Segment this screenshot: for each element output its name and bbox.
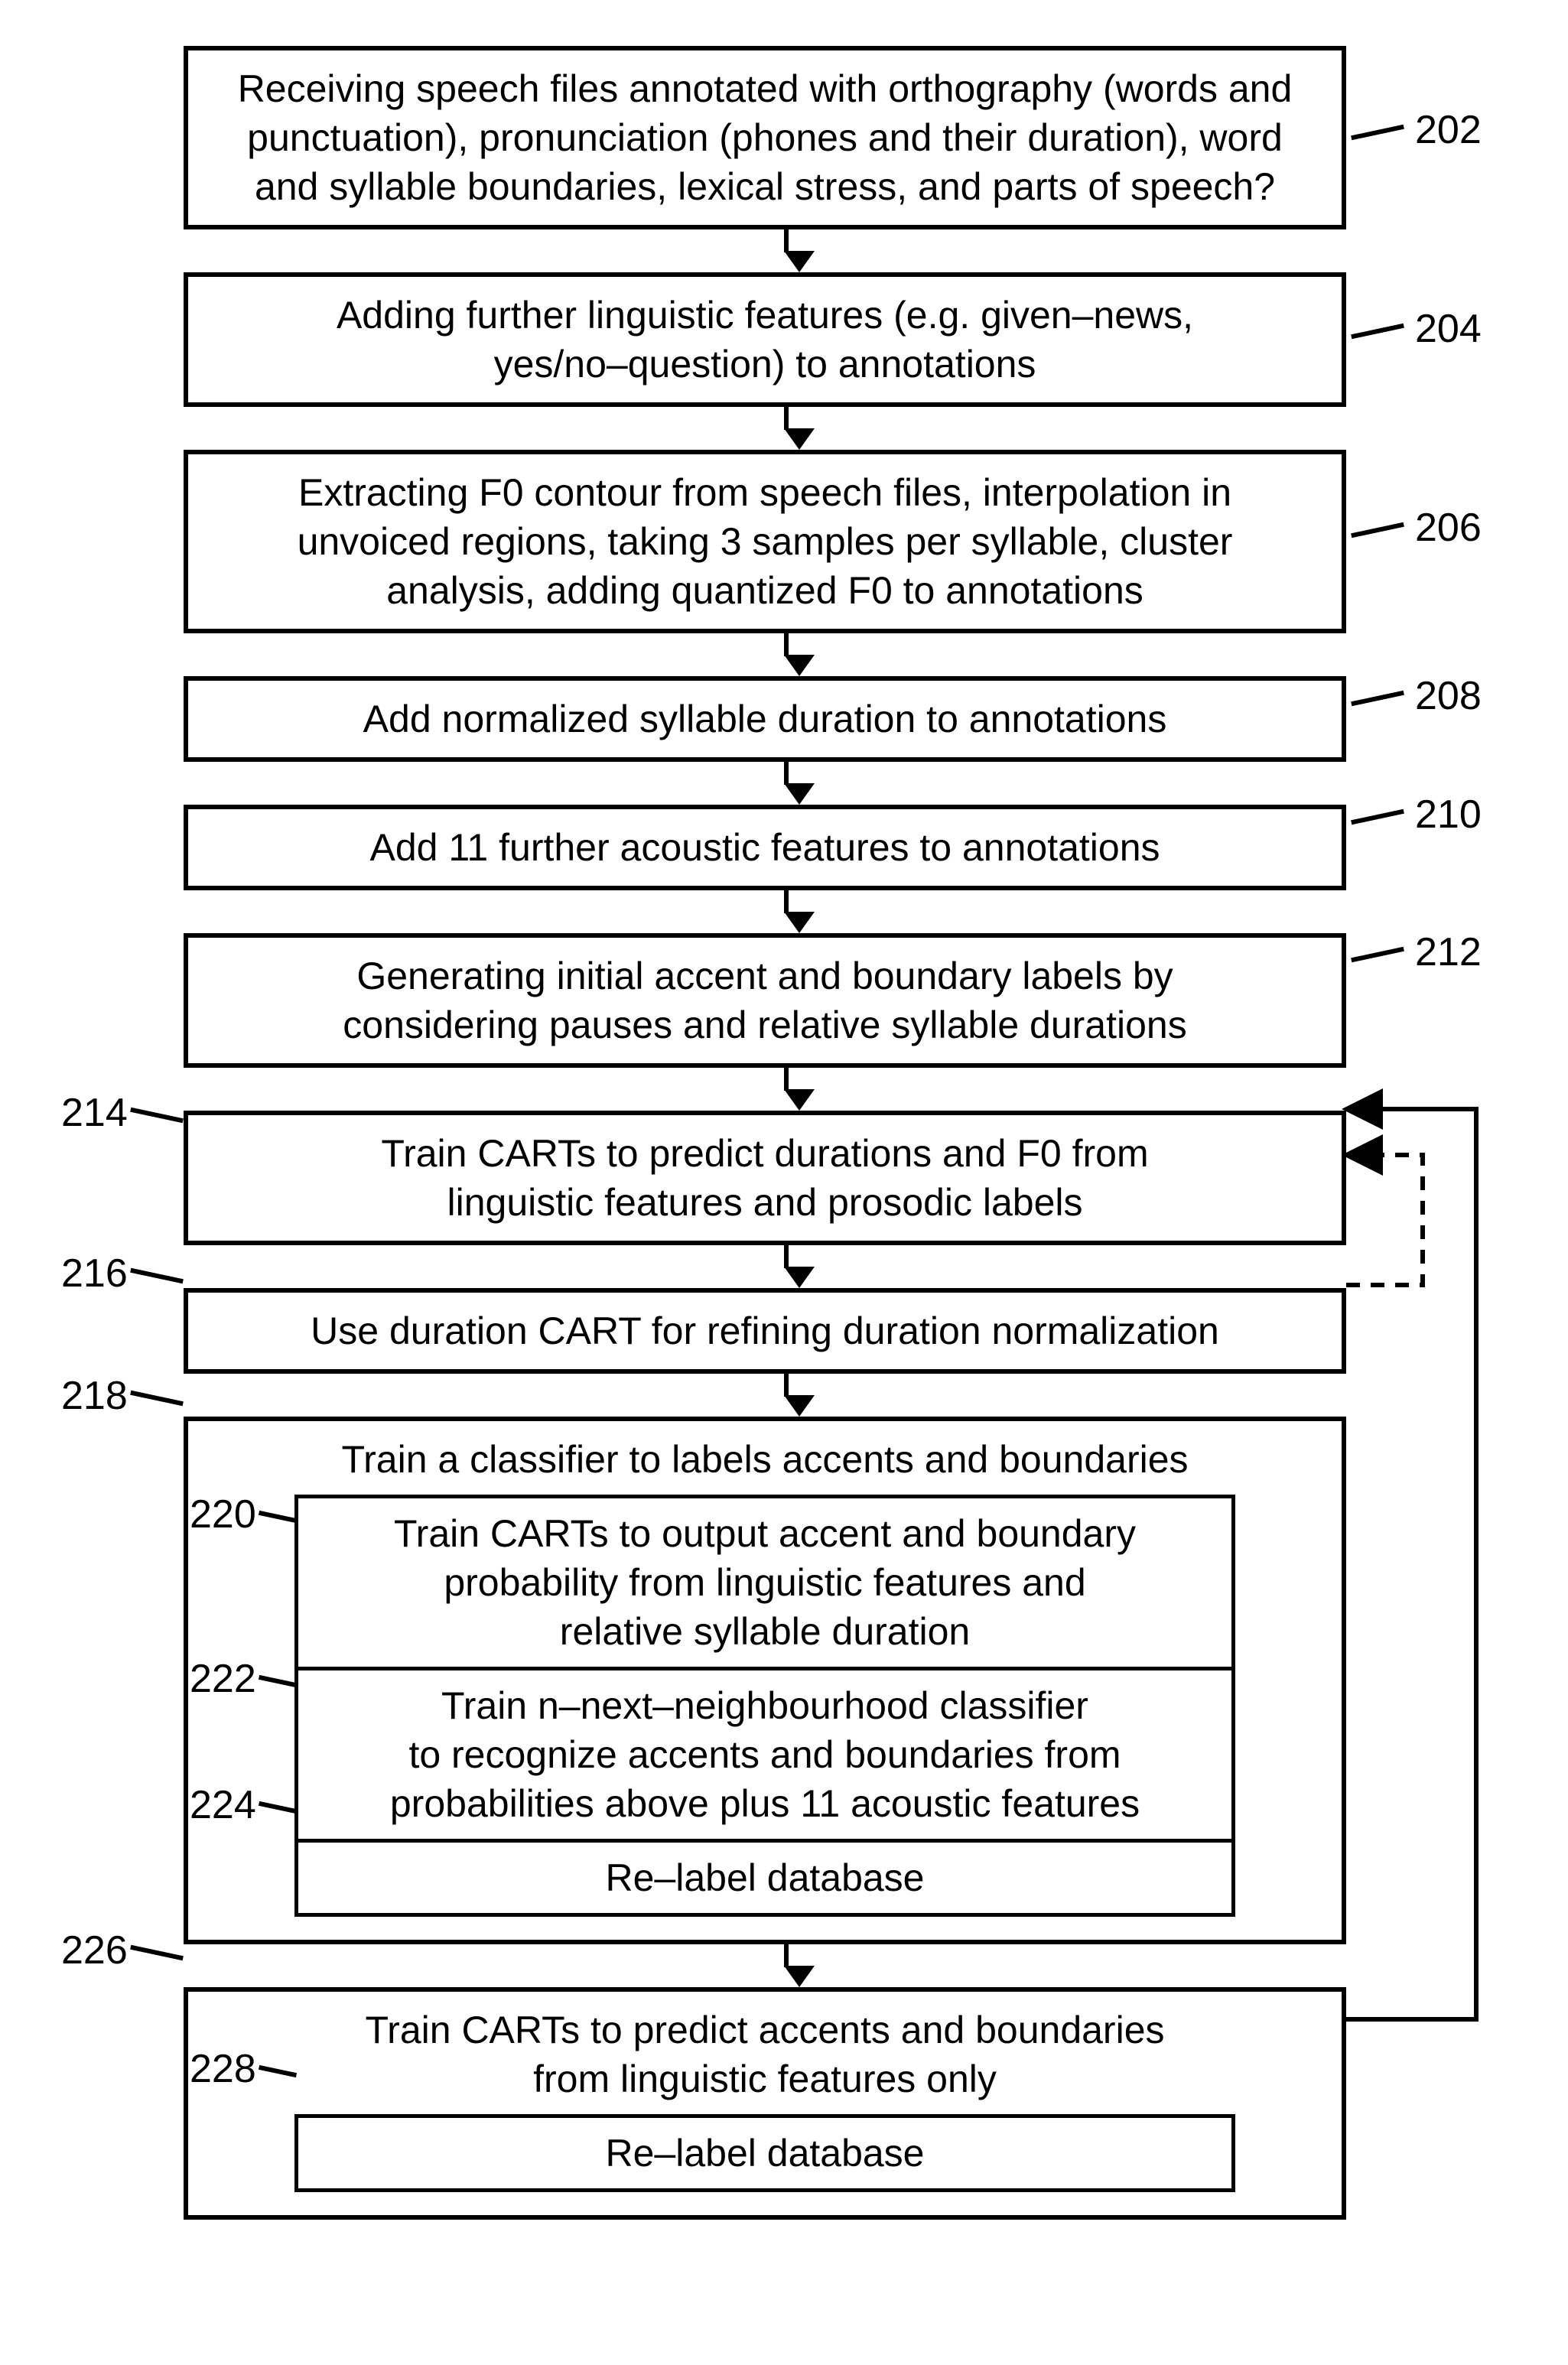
step-214: Train CARTs to predict durations and F0 … bbox=[184, 1111, 1346, 1245]
text-line: Train CARTs to predict durations and F0 … bbox=[211, 1129, 1319, 1178]
text-line: Add normalized syllable duration to anno… bbox=[211, 695, 1319, 743]
text-line: analysis, adding quantized F0 to annotat… bbox=[211, 566, 1319, 615]
text-line: Train CARTs to predict accents and bound… bbox=[219, 2006, 1311, 2054]
text-line: Re–label database bbox=[314, 1853, 1216, 1902]
text-line: to recognize accents and boundaries from bbox=[314, 1730, 1216, 1779]
step-228-inner: Re–label database bbox=[294, 2114, 1235, 2192]
step-216: Use duration CART for refining duration … bbox=[184, 1288, 1346, 1374]
text-line: unvoiced regions, taking 3 samples per s… bbox=[211, 517, 1319, 566]
step-226: Train CARTs to predict accents and bound… bbox=[184, 1987, 1346, 2220]
label-tick bbox=[130, 1268, 184, 1283]
text-line: probability from linguistic features and bbox=[314, 1558, 1216, 1607]
label-tick bbox=[1351, 324, 1404, 339]
label-tick bbox=[1351, 125, 1404, 140]
label-tick bbox=[130, 1391, 184, 1406]
label-226: 226 bbox=[61, 1927, 128, 1973]
label-202: 202 bbox=[1415, 107, 1482, 153]
flowchart-container: Receiving speech files annotated with or… bbox=[61, 46, 1507, 2220]
text-line: probabilities above plus 11 acoustic fea… bbox=[314, 1779, 1216, 1828]
step-218: Train a classifier to labels accents and… bbox=[184, 1417, 1346, 1944]
label-tick bbox=[130, 1945, 184, 1960]
label-228: 228 bbox=[190, 2046, 256, 2092]
label-tick bbox=[130, 1108, 184, 1123]
label-222: 222 bbox=[190, 1656, 256, 1702]
label-tick bbox=[1351, 809, 1404, 825]
step-212: Generating initial accent and boundary l… bbox=[184, 933, 1346, 1068]
text-line: Train a classifier to labels accents and… bbox=[219, 1435, 1311, 1484]
text-line: Train n–next–neighbourhood classifier bbox=[314, 1681, 1216, 1730]
label-220: 220 bbox=[190, 1492, 256, 1537]
text-line: Extracting F0 contour from speech files,… bbox=[211, 468, 1319, 517]
label-218: 218 bbox=[61, 1373, 128, 1419]
label-208: 208 bbox=[1415, 673, 1482, 719]
step-206: Extracting F0 contour from speech files,… bbox=[184, 450, 1346, 633]
step-204: Adding further linguistic features (e.g.… bbox=[184, 272, 1346, 407]
step-220-inner: Train CARTs to output accent and boundar… bbox=[294, 1495, 1235, 1667]
text-line: Receiving speech files annotated with or… bbox=[211, 64, 1319, 113]
label-216: 216 bbox=[61, 1251, 128, 1296]
label-204: 204 bbox=[1415, 306, 1482, 352]
step-222-inner: Train n–next–neighbourhood classifier to… bbox=[294, 1667, 1235, 1839]
text-line: Train CARTs to output accent and boundar… bbox=[314, 1509, 1216, 1558]
text-line: from linguistic features only bbox=[219, 2054, 1311, 2103]
step-224-inner: Re–label database bbox=[294, 1839, 1235, 1917]
label-206: 206 bbox=[1415, 505, 1482, 551]
text-line: yes/no–question) to annotations bbox=[211, 340, 1319, 389]
text-line: considering pauses and relative syllable… bbox=[211, 1000, 1319, 1049]
label-210: 210 bbox=[1415, 792, 1482, 838]
text-line: punctuation), pronunciation (phones and … bbox=[211, 113, 1319, 162]
label-224: 224 bbox=[190, 1782, 256, 1828]
label-tick bbox=[1351, 691, 1404, 706]
label-tick bbox=[1351, 947, 1404, 962]
text-line: Add 11 further acoustic features to anno… bbox=[211, 823, 1319, 872]
text-line: and syllable boundaries, lexical stress,… bbox=[211, 162, 1319, 211]
text-line: Adding further linguistic features (e.g.… bbox=[211, 291, 1319, 340]
label-tick bbox=[1351, 522, 1404, 538]
text-line: Re–label database bbox=[314, 2129, 1216, 2178]
step-202: Receiving speech files annotated with or… bbox=[184, 46, 1346, 229]
text-line: Use duration CART for refining duration … bbox=[211, 1306, 1319, 1355]
text-line: linguistic features and prosodic labels bbox=[211, 1178, 1319, 1227]
text-line: Generating initial accent and boundary l… bbox=[211, 952, 1319, 1000]
step-208: Add normalized syllable duration to anno… bbox=[184, 676, 1346, 762]
label-214: 214 bbox=[61, 1090, 128, 1136]
label-212: 212 bbox=[1415, 929, 1482, 975]
step-210: Add 11 further acoustic features to anno… bbox=[184, 805, 1346, 890]
text-line: relative syllable duration bbox=[314, 1607, 1216, 1656]
